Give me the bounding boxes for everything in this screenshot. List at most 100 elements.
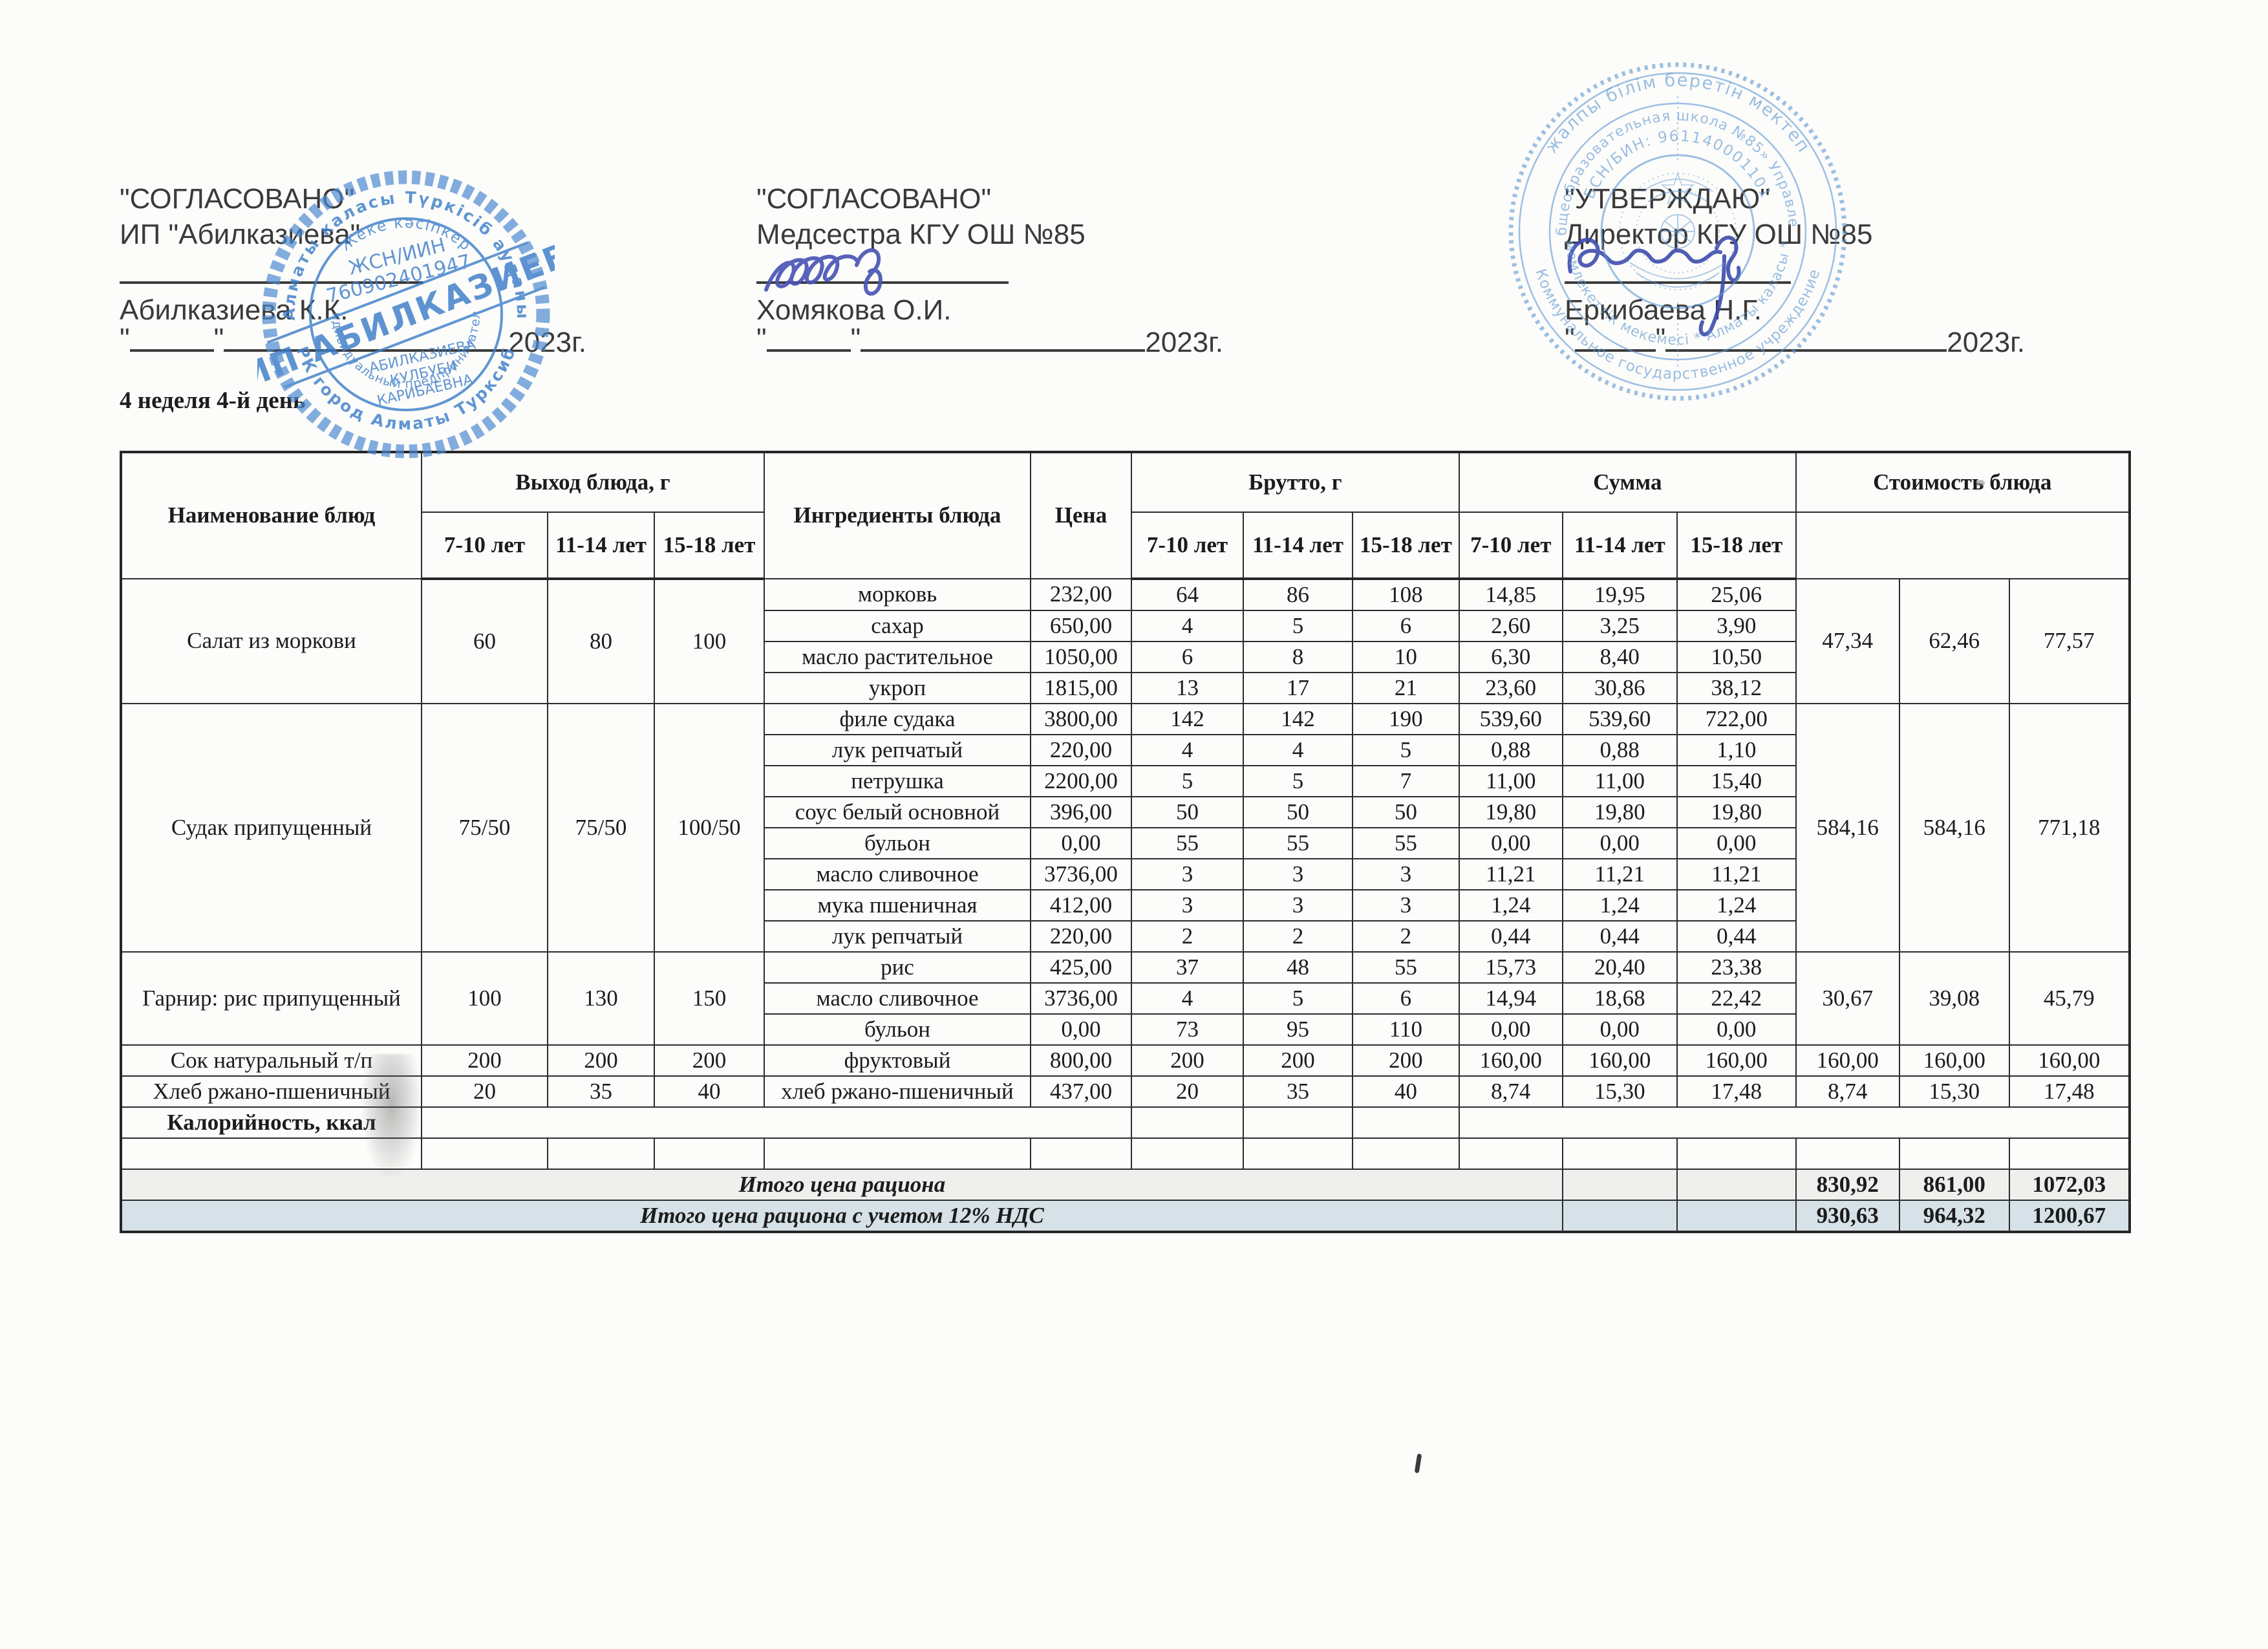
total-value-cell: 830,92 (1795, 1169, 1900, 1201)
price-cell: 232,00 (1030, 578, 1132, 611)
empty-cell (654, 1137, 765, 1170)
year-label: 2023г. (508, 327, 587, 358)
dish-cost-cell: 45,79 (2008, 951, 2130, 1046)
header-ingredients: Ингредиенты блюда (764, 451, 1031, 579)
sum-cell: 15,30 (1561, 1075, 1678, 1108)
total-label-cell: Итого цена рациона с учетом 12% НДС (120, 1200, 1563, 1233)
output-cell: 60 (421, 578, 548, 704)
approval-subtitle: ИП "Абилказиева" (120, 219, 361, 250)
signature-line (1565, 281, 1791, 284)
price-cell: 2200,00 (1030, 765, 1132, 797)
dish-cost-cell: 584,16 (1795, 703, 1900, 953)
dish-cost-cell: 15,30 (1898, 1075, 2010, 1108)
week-day-label: 4 неделя 4-й день (120, 387, 306, 414)
brutto-cell: 55 (1352, 951, 1460, 984)
brutto-cell: 13 (1131, 672, 1244, 704)
sum-cell: 0,44 (1458, 920, 1563, 953)
dish-name-cell: Судак припущенный (120, 703, 422, 953)
ingredient-cell: укроп (764, 672, 1031, 704)
brutto-cell: 35 (1243, 1075, 1353, 1108)
brutto-cell: 2 (1131, 920, 1244, 953)
total-value-cell: 1072,03 (2008, 1169, 2130, 1201)
brutto-cell: 4 (1131, 734, 1244, 766)
price-cell: 220,00 (1030, 920, 1132, 953)
brutto-cell: 55 (1131, 827, 1244, 859)
sum-cell: 0,00 (1458, 1013, 1563, 1046)
sum-cell: 23,38 (1676, 951, 1797, 984)
sum-cell: 19,80 (1458, 796, 1563, 828)
output-cell: 200 (654, 1044, 765, 1077)
sum-cell: 0,00 (1561, 827, 1678, 859)
brutto-cell: 190 (1352, 703, 1460, 735)
ingredient-cell: лук репчатый (764, 920, 1031, 953)
empty-cell (547, 1137, 655, 1170)
year-label: 2023г. (1947, 327, 2026, 358)
empty-cell (1676, 1137, 1797, 1170)
sum-cell: 30,86 (1561, 672, 1678, 704)
scan-smudge (362, 1054, 420, 1177)
ingredient-cell: фруктовый (764, 1044, 1031, 1077)
brutto-cell: 5 (1131, 765, 1244, 797)
output-cell: 200 (547, 1044, 655, 1077)
sum-cell: 11,00 (1458, 765, 1563, 797)
signature-line (756, 281, 1009, 284)
table-row: Судак припущенный 75/50 75/50 100/50 филе су… (120, 703, 2130, 953)
sum-cell: 1,24 (1676, 889, 1797, 921)
brutto-cell: 110 (1352, 1013, 1460, 1046)
sum-cell: 8,74 (1458, 1075, 1563, 1108)
output-cell: 75/50 (547, 703, 655, 953)
brutto-cell: 8 (1243, 641, 1353, 673)
price-cell: 1050,00 (1030, 641, 1132, 673)
empty-cell (1243, 1137, 1353, 1170)
ingredient-cell: масло сливочное (764, 982, 1031, 1015)
ingredient-cell: хлеб ржано-пшеничный (764, 1075, 1031, 1108)
ingredient-cell: лук репчатый (764, 734, 1031, 766)
dish-cost-cell: 8,74 (1795, 1075, 1900, 1108)
price-cell: 1815,00 (1030, 672, 1132, 704)
empty-cell (1561, 1137, 1678, 1170)
dish-cost-cell: 30,67 (1795, 951, 1900, 1046)
brutto-cell: 7 (1352, 765, 1460, 797)
sum-cell: 3,25 (1561, 610, 1678, 642)
empty-cell (1352, 1106, 1460, 1139)
brutto-cell: 73 (1131, 1013, 1244, 1046)
sum-cell: 15,40 (1676, 765, 1797, 797)
header-sum: Сумма (1458, 451, 1797, 513)
brutto-cell: 6 (1352, 982, 1460, 1015)
brutto-cell: 3 (1352, 889, 1460, 921)
ingredient-cell: рис (764, 951, 1031, 984)
empty-cell (764, 1137, 1031, 1170)
sum-cell: 160,00 (1676, 1044, 1797, 1077)
scan-speck (1414, 1453, 1422, 1474)
price-cell: 800,00 (1030, 1044, 1132, 1077)
brutto-cell: 4 (1131, 982, 1244, 1015)
empty-cell (1243, 1106, 1353, 1139)
table-row: масло растительное 1050,00 6 8 10 6,30 8,40 10,… (121, 641, 2130, 673)
table-row: Наименование блюд Выход блюда, г Ингредиен… (120, 451, 2130, 579)
sum-cell: 2,60 (1458, 610, 1563, 642)
approver-name: Еркибаева Н.Г. (1565, 294, 1762, 326)
brutto-cell: 3 (1131, 858, 1244, 890)
sum-cell: 22,42 (1676, 982, 1797, 1015)
price-cell: 650,00 (1030, 610, 1132, 642)
table-row: лук репчатый 220,00 2 2 2 0,44 0,44 0,44 (121, 920, 2130, 953)
price-cell: 3736,00 (1030, 858, 1132, 890)
output-cell: 75/50 (421, 703, 548, 953)
header-age-group: 15-18 лет (1676, 512, 1797, 580)
sum-cell: 25,06 (1676, 578, 1797, 611)
table-row: масло сливочное 3736,00 3 3 3 11,21 11,21 11,21 (121, 858, 2130, 890)
sum-cell: 3,90 (1676, 610, 1797, 642)
approval-subtitle: Медсестра КГУ ОШ №85 (756, 219, 1086, 250)
brutto-cell: 17 (1243, 672, 1353, 704)
empty-cell (1030, 1137, 1132, 1170)
scan-speck (1976, 480, 1985, 486)
approval-block-supplier: "СОГЛАСОВАНО" ИП "Абилказиева" Абилказие… (120, 183, 753, 396)
dish-cost-cell: 160,00 (1795, 1044, 1900, 1077)
brutto-cell: 142 (1131, 703, 1244, 735)
svg-text:жалпы білім беретін мектеп: жалпы білім беретін мектеп (1541, 70, 1814, 157)
dish-cost-cell: 160,00 (2008, 1044, 2130, 1077)
sum-cell: 0,88 (1458, 734, 1563, 766)
table-row (120, 1137, 2130, 1170)
empty-cell (421, 1106, 1132, 1139)
brutto-cell: 4 (1131, 610, 1244, 642)
